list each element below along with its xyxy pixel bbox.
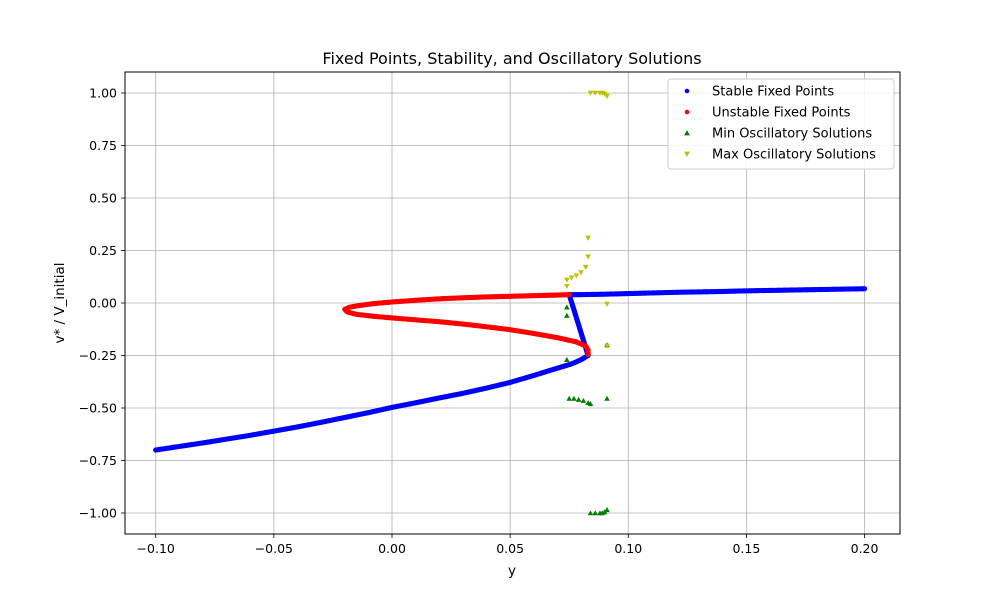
y-tick-label: −0.75 [79, 453, 117, 468]
data-marker [587, 90, 594, 96]
legend-entry: Unstable Fixed Points [684, 106, 851, 121]
series-0 [153, 286, 868, 453]
data-marker [585, 235, 591, 241]
x-tick-label: 0.10 [614, 541, 642, 556]
data-layer [153, 90, 868, 516]
data-marker [592, 510, 598, 516]
x-tick-label: −0.05 [255, 541, 293, 556]
data-point [585, 351, 591, 358]
data-marker [604, 93, 610, 99]
data-marker [564, 277, 570, 283]
data-marker [580, 397, 587, 403]
data-marker [575, 396, 582, 402]
x-tick-label: 0.20 [851, 541, 879, 556]
y-axis: −1.00 −0.75 −0.50 −0.25 0.00 0.25 0.50 0.75 1.00 [79, 86, 125, 521]
data-marker [604, 343, 610, 349]
legend-box [667, 78, 895, 170]
data-marker [592, 90, 598, 96]
y-tick-label: 0.50 [89, 191, 117, 206]
legend-label: Stable Fixed Points [712, 85, 834, 100]
legend-label: Min Oscillatory Solutions [712, 127, 872, 142]
data-marker [604, 395, 610, 401]
data-marker [604, 507, 610, 513]
data-marker [587, 401, 594, 407]
data-marker [573, 273, 580, 279]
y-tick-label: 1.00 [89, 86, 117, 101]
data-marker [585, 254, 591, 260]
legend-label: Max Oscillatory Solutions [712, 148, 876, 163]
x-axis-label: y [508, 563, 516, 579]
y-tick-label: −1.00 [79, 506, 117, 521]
legend-marker [684, 88, 690, 94]
data-marker [604, 301, 610, 307]
data-marker [564, 356, 570, 362]
legend-marker [684, 109, 690, 115]
data-marker [566, 395, 573, 401]
data-marker [582, 265, 589, 271]
x-tick-label: 0.15 [732, 541, 760, 556]
data-marker [571, 395, 577, 401]
x-tick-label: −0.10 [137, 541, 175, 556]
data-marker [568, 275, 575, 281]
x-tick-label: 0.00 [378, 541, 406, 556]
series-1 [342, 292, 591, 358]
y-tick-label: −0.25 [79, 348, 117, 363]
legend: Stable Fixed Points Unstable Fixed Points… [667, 78, 895, 170]
legend-entry: Stable Fixed Points [684, 85, 834, 100]
y-tick-label: −0.50 [79, 401, 117, 416]
series-3 [564, 90, 610, 349]
x-axis: −0.10 −0.05 0.00 0.05 0.10 0.15 0.20 [137, 534, 879, 556]
legend-entry: Min Oscillatory Solutions [684, 127, 872, 142]
y-axis-label: v* / V_initial [52, 263, 68, 344]
legend-label: Unstable Fixed Points [712, 106, 851, 121]
y-tick-label: 0.25 [89, 243, 117, 258]
y-tick-label: 0.00 [89, 296, 117, 311]
legend-entry: Max Oscillatory Solutions [684, 148, 876, 163]
data-point [861, 286, 868, 292]
data-marker [587, 510, 594, 516]
legend-marker [684, 130, 690, 136]
y-tick-label: 0.75 [89, 138, 117, 153]
grid [125, 72, 900, 534]
data-marker [564, 304, 570, 310]
data-marker [564, 312, 570, 318]
data-marker [578, 270, 584, 276]
chart-title: Fixed Points, Stability, and Oscillatory… [322, 49, 701, 68]
x-tick-label: 0.05 [496, 541, 524, 556]
data-marker [564, 283, 570, 289]
legend-marker [684, 151, 690, 157]
